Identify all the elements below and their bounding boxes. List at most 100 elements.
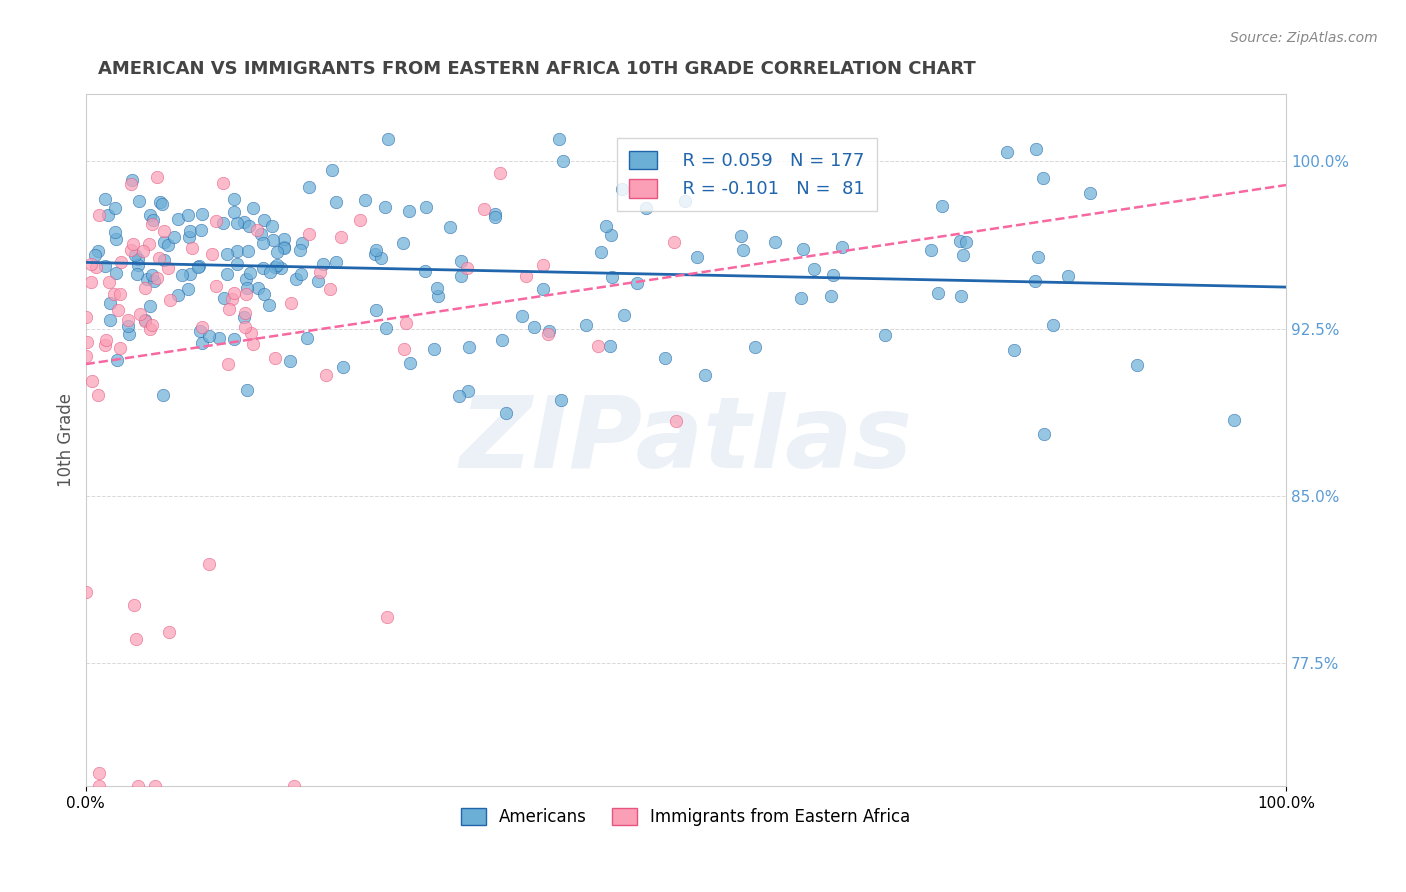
Point bbox=[1002, 343, 1025, 357]
Point bbox=[325, 255, 347, 269]
Point bbox=[263, 260, 285, 274]
Legend: Americans, Immigrants from Eastern Africa: Americans, Immigrants from Eastern Afric… bbox=[454, 801, 917, 833]
Point bbox=[131, 244, 153, 258]
Point bbox=[1222, 413, 1244, 427]
Point bbox=[157, 260, 180, 275]
Point bbox=[370, 251, 392, 265]
Point bbox=[931, 199, 953, 213]
Point bbox=[246, 223, 269, 237]
Point bbox=[134, 314, 156, 328]
Point bbox=[141, 318, 163, 332]
Point bbox=[291, 236, 314, 251]
Point bbox=[188, 324, 211, 338]
Point bbox=[225, 257, 247, 271]
Point bbox=[319, 282, 342, 296]
Point bbox=[124, 248, 146, 262]
Point bbox=[127, 258, 149, 272]
Point bbox=[122, 237, 145, 252]
Point bbox=[75, 350, 97, 364]
Point bbox=[246, 281, 269, 295]
Point bbox=[84, 248, 107, 262]
Point bbox=[273, 232, 295, 246]
Point bbox=[312, 257, 335, 271]
Text: ZIPatlas: ZIPatlas bbox=[460, 392, 912, 489]
Point bbox=[212, 291, 235, 305]
Point bbox=[104, 201, 127, 215]
Point bbox=[87, 387, 110, 401]
Point bbox=[531, 282, 554, 296]
Point bbox=[270, 260, 292, 275]
Point bbox=[364, 303, 387, 318]
Point bbox=[224, 286, 246, 301]
Point bbox=[238, 219, 260, 234]
Point bbox=[117, 318, 139, 333]
Point bbox=[427, 288, 450, 302]
Point bbox=[177, 282, 200, 296]
Point bbox=[167, 212, 190, 227]
Point bbox=[120, 243, 142, 257]
Point bbox=[297, 227, 319, 242]
Point bbox=[612, 182, 634, 196]
Y-axis label: 10th Grade: 10th Grade bbox=[58, 393, 75, 487]
Point bbox=[242, 336, 264, 351]
Point bbox=[208, 331, 231, 345]
Point bbox=[307, 274, 329, 288]
Point bbox=[153, 252, 176, 267]
Point bbox=[143, 779, 166, 793]
Point bbox=[600, 228, 623, 243]
Point bbox=[398, 203, 420, 218]
Point bbox=[225, 244, 247, 258]
Point bbox=[538, 324, 561, 338]
Point bbox=[124, 599, 146, 613]
Point bbox=[222, 204, 245, 219]
Point bbox=[831, 240, 853, 254]
Point bbox=[399, 356, 422, 370]
Point bbox=[135, 272, 157, 286]
Point bbox=[201, 247, 224, 261]
Point bbox=[252, 260, 274, 275]
Point bbox=[288, 243, 311, 257]
Point bbox=[98, 313, 121, 327]
Point bbox=[146, 271, 169, 285]
Point bbox=[1056, 269, 1078, 284]
Point bbox=[148, 251, 170, 265]
Point bbox=[170, 268, 193, 283]
Point bbox=[94, 337, 117, 351]
Point bbox=[139, 322, 162, 336]
Point bbox=[191, 206, 214, 220]
Point bbox=[87, 765, 110, 780]
Point bbox=[97, 275, 120, 289]
Point bbox=[262, 233, 284, 247]
Point bbox=[375, 321, 398, 335]
Point bbox=[236, 244, 259, 259]
Point bbox=[426, 281, 449, 295]
Point bbox=[143, 274, 166, 288]
Point bbox=[141, 268, 163, 283]
Point bbox=[218, 301, 240, 316]
Point bbox=[94, 193, 117, 207]
Point bbox=[790, 291, 813, 305]
Point bbox=[321, 163, 343, 178]
Point bbox=[157, 624, 180, 639]
Point bbox=[163, 230, 186, 244]
Point bbox=[1024, 274, 1046, 288]
Point bbox=[76, 334, 98, 349]
Point bbox=[309, 265, 332, 279]
Point bbox=[179, 224, 201, 238]
Point bbox=[693, 368, 716, 382]
Point bbox=[273, 241, 295, 255]
Point bbox=[104, 266, 127, 280]
Point bbox=[457, 384, 479, 398]
Point bbox=[450, 269, 472, 284]
Point bbox=[188, 259, 211, 273]
Point bbox=[257, 298, 280, 312]
Point bbox=[177, 208, 200, 222]
Point bbox=[212, 176, 235, 190]
Point bbox=[181, 241, 204, 255]
Point bbox=[198, 558, 221, 572]
Point bbox=[134, 280, 156, 294]
Point bbox=[80, 257, 103, 271]
Point bbox=[233, 319, 256, 334]
Point bbox=[108, 341, 131, 355]
Point bbox=[548, 132, 571, 146]
